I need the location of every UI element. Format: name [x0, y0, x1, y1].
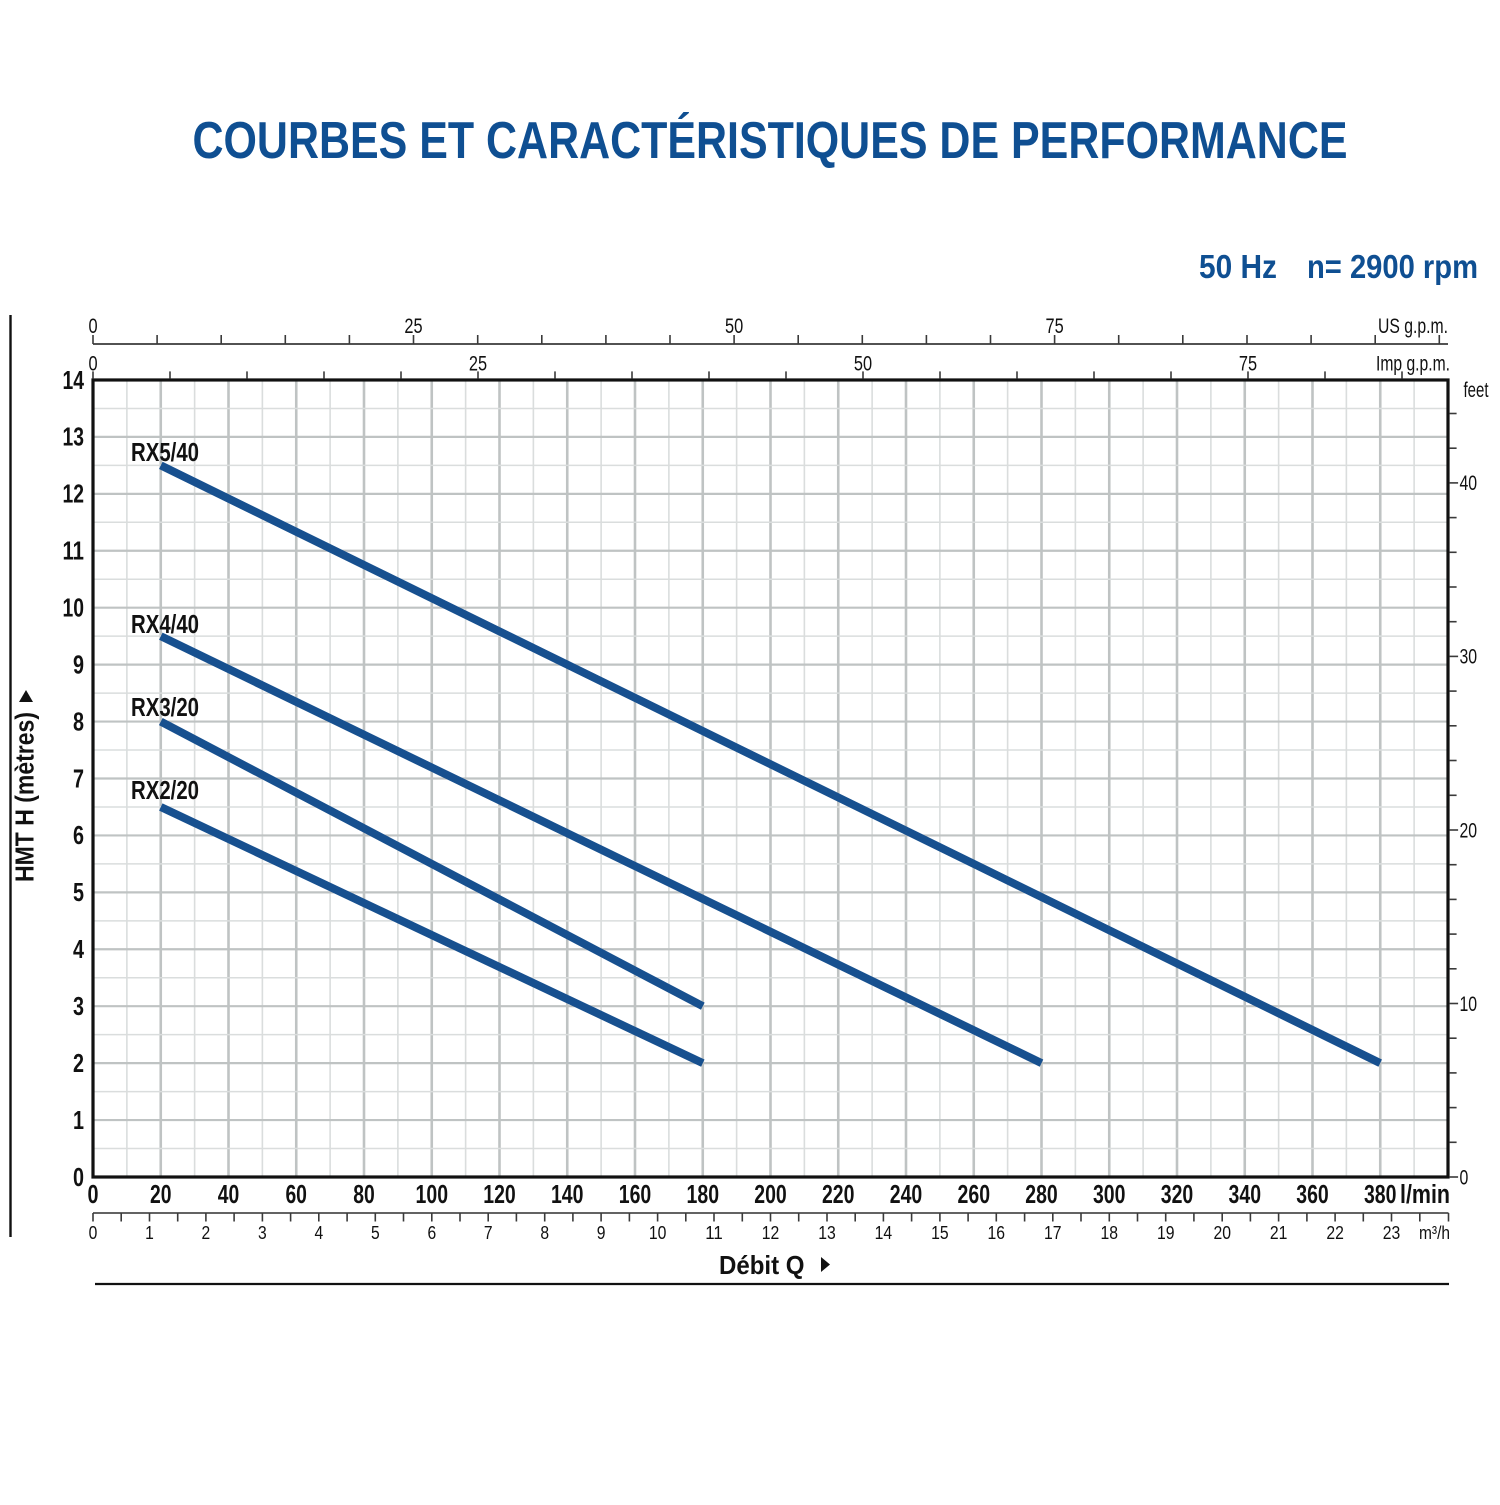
svg-text:6: 6: [73, 822, 84, 850]
svg-text:160: 160: [619, 1181, 652, 1209]
svg-text:5: 5: [371, 1222, 380, 1243]
svg-text:US g.p.m.: US g.p.m.: [1378, 315, 1448, 338]
svg-text:0: 0: [88, 1181, 99, 1209]
svg-text:40: 40: [1460, 472, 1478, 495]
svg-text:300: 300: [1093, 1181, 1126, 1209]
svg-text:Imp g.p.m.: Imp g.p.m.: [1376, 353, 1450, 376]
svg-text:0: 0: [89, 1222, 98, 1243]
svg-text:0: 0: [88, 353, 97, 376]
svg-text:40: 40: [218, 1181, 240, 1209]
svg-text:22: 22: [1326, 1222, 1344, 1243]
svg-text:50: 50: [725, 315, 743, 338]
svg-text:180: 180: [687, 1181, 720, 1209]
svg-text:4: 4: [73, 936, 85, 964]
svg-text:12: 12: [762, 1222, 780, 1243]
svg-text:1: 1: [73, 1107, 84, 1135]
svg-text:0: 0: [73, 1164, 84, 1192]
svg-text:19: 19: [1157, 1222, 1175, 1243]
svg-text:8: 8: [73, 708, 84, 736]
svg-text:75: 75: [1046, 315, 1064, 338]
svg-text:3: 3: [258, 1222, 267, 1243]
svg-text:120: 120: [483, 1181, 516, 1209]
svg-text:320: 320: [1161, 1181, 1194, 1209]
svg-text:RX5/40: RX5/40: [131, 439, 199, 467]
svg-text:COURBES ET CARACTÉRISTIQUES DE: COURBES ET CARACTÉRISTIQUES DE PERFORMAN…: [193, 111, 1348, 169]
svg-text:20: 20: [150, 1181, 172, 1209]
svg-text:10: 10: [63, 595, 85, 623]
svg-text:50 Hz: 50 Hz: [1199, 248, 1277, 285]
svg-text:RX3/20: RX3/20: [131, 694, 199, 722]
svg-text:18: 18: [1101, 1222, 1119, 1243]
svg-text:20: 20: [1460, 819, 1478, 842]
svg-text:13: 13: [818, 1222, 836, 1243]
svg-text:10: 10: [1460, 993, 1478, 1016]
svg-text:n= 2900 rpm: n= 2900 rpm: [1307, 248, 1478, 285]
svg-text:10: 10: [649, 1222, 667, 1243]
svg-text:11: 11: [705, 1222, 723, 1243]
svg-text:l/min: l/min: [1400, 1181, 1450, 1209]
svg-text:50: 50: [854, 353, 872, 376]
svg-text:25: 25: [404, 315, 422, 338]
svg-text:23: 23: [1383, 1222, 1401, 1243]
svg-text:14: 14: [63, 367, 85, 395]
svg-text:7: 7: [484, 1222, 493, 1243]
svg-text:m³/h: m³/h: [1419, 1222, 1450, 1243]
svg-text:8: 8: [540, 1222, 549, 1243]
svg-text:9: 9: [73, 651, 84, 679]
svg-text:16: 16: [988, 1222, 1006, 1243]
svg-text:380: 380: [1364, 1181, 1397, 1209]
svg-text:360: 360: [1296, 1181, 1329, 1209]
svg-text:RX2/20: RX2/20: [131, 777, 199, 805]
svg-text:6: 6: [427, 1222, 436, 1243]
svg-text:80: 80: [353, 1181, 375, 1209]
svg-text:240: 240: [890, 1181, 923, 1209]
svg-text:Débit Q: Débit Q: [719, 1250, 805, 1280]
svg-text:1: 1: [145, 1222, 154, 1243]
svg-text:260: 260: [958, 1181, 991, 1209]
svg-text:RX4/40: RX4/40: [131, 611, 199, 639]
svg-text:2: 2: [202, 1222, 211, 1243]
svg-text:13: 13: [63, 424, 85, 452]
svg-text:11: 11: [63, 538, 85, 566]
svg-text:4: 4: [314, 1222, 323, 1243]
svg-text:15: 15: [931, 1222, 949, 1243]
svg-text:200: 200: [754, 1181, 787, 1209]
svg-text:5: 5: [73, 879, 84, 907]
svg-text:75: 75: [1239, 353, 1257, 376]
svg-text:25: 25: [469, 353, 487, 376]
svg-text:220: 220: [822, 1181, 855, 1209]
svg-text:21: 21: [1270, 1222, 1288, 1243]
svg-text:140: 140: [551, 1181, 584, 1209]
svg-text:0: 0: [1460, 1166, 1469, 1189]
svg-text:280: 280: [1025, 1181, 1058, 1209]
svg-text:HMT H (mètres): HMT H (mètres): [12, 712, 40, 882]
svg-text:3: 3: [73, 993, 84, 1021]
svg-text:340: 340: [1229, 1181, 1262, 1209]
svg-text:feet: feet: [1464, 379, 1489, 402]
svg-text:30: 30: [1460, 646, 1478, 669]
svg-text:17: 17: [1044, 1222, 1062, 1243]
svg-text:2: 2: [73, 1050, 84, 1078]
svg-text:7: 7: [73, 765, 84, 793]
svg-text:60: 60: [285, 1181, 307, 1209]
svg-text:14: 14: [875, 1222, 893, 1243]
svg-text:0: 0: [88, 315, 97, 338]
svg-text:20: 20: [1213, 1222, 1231, 1243]
svg-text:12: 12: [63, 481, 85, 509]
svg-text:9: 9: [597, 1222, 606, 1243]
svg-text:100: 100: [416, 1181, 449, 1209]
